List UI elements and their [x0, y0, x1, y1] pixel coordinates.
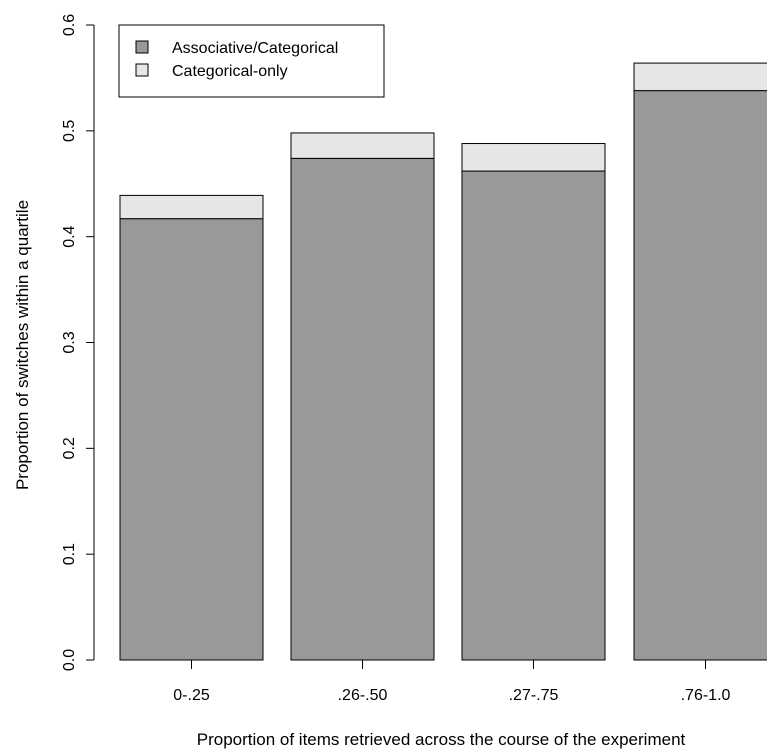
y-axis-label: Proportion of switches within a quartile [13, 200, 32, 490]
bar-categorical-only-1 [119, 194, 264, 220]
bar-associative-categorical-3 [461, 170, 606, 661]
bar-associative-categorical-4 [633, 90, 767, 661]
x-tick-label: .76-1.0 [681, 687, 731, 704]
y-tick-label: 0.2 [61, 437, 78, 459]
x-axis: 0-.25 .26-.50 .27-.75 .76-1.0 [173, 660, 731, 704]
y-axis: 0.0 0.1 0.2 0.3 0.4 0.5 0.6 [61, 14, 95, 671]
bar-associative-categorical-2 [290, 157, 435, 661]
y-tick-label: 0.6 [61, 14, 78, 36]
bar-associative-categorical-1 [119, 218, 264, 661]
bars-layer [119, 62, 767, 661]
x-axis-label: Proportion of items retrieved across the… [197, 730, 686, 749]
x-tick-label: 0-.25 [173, 687, 210, 704]
legend-box [118, 24, 385, 98]
y-tick-label: 0.3 [61, 331, 78, 353]
y-tick-label: 0.4 [61, 225, 78, 247]
legend-swatch-categorical-only [135, 63, 149, 77]
bar-categorical-only-4 [633, 62, 767, 92]
bar-categorical-only-2 [290, 132, 435, 159]
legend-swatch-associative-categorical [135, 40, 149, 54]
bar-categorical-only-3 [461, 143, 606, 172]
legend: Associative/Categorical Categorical-only [118, 24, 385, 98]
legend-label-associative-categorical: Associative/Categorical [172, 40, 338, 57]
y-tick-label: 0.1 [61, 543, 78, 565]
y-tick-label: 0.0 [61, 649, 78, 671]
y-tick-label: 0.5 [61, 120, 78, 142]
x-tick-label: .26-.50 [338, 687, 388, 704]
x-tick-label: .27-.75 [509, 687, 559, 704]
legend-label-categorical-only: Categorical-only [172, 63, 288, 80]
